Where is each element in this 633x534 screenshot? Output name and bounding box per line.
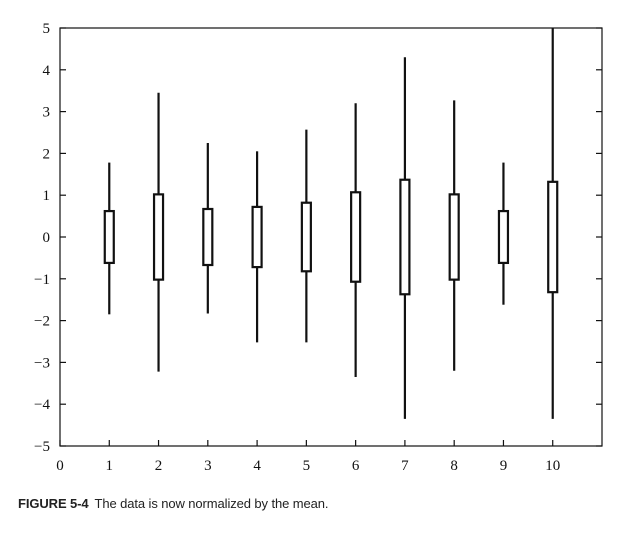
y-tick-label: −3 (34, 355, 50, 371)
y-tick-label: 3 (43, 105, 51, 121)
y-tick-label: −2 (34, 314, 50, 330)
x-tick-label: 6 (352, 458, 360, 474)
x-axis: 0 1 2 3 4 5 6 7 8 9 10 (56, 440, 560, 474)
y-tick-label: −4 (34, 397, 50, 413)
boxplot-chart: −5 −4 −3 −2 −1 0 1 2 3 4 5 0 1 2 3 4 5 6 7 8 9 10 (34, 21, 603, 474)
box-series (103, 28, 559, 419)
x-tick-label: 8 (450, 458, 458, 474)
x-tick-label: 10 (545, 458, 560, 474)
x-tick-label: 0 (56, 458, 64, 474)
y-tick-label: 0 (43, 230, 51, 246)
caption-text: The data is now normalized by the mean. (94, 496, 329, 511)
plot-frame (59, 27, 603, 447)
y-tick-label: 2 (43, 146, 51, 162)
box (350, 191, 362, 283)
y-axis: −5 −4 −3 −2 −1 0 1 2 3 4 5 (34, 21, 602, 455)
x-tick-label: 2 (155, 458, 163, 474)
box (103, 209, 115, 265)
box (497, 209, 510, 265)
y-tick-label: 5 (43, 21, 51, 37)
box (300, 201, 312, 273)
box (251, 205, 263, 269)
x-tick-label: 5 (303, 458, 311, 474)
y-tick-label: −5 (34, 439, 50, 455)
y-tick-label: −1 (34, 272, 50, 288)
box (399, 178, 411, 296)
box (152, 193, 165, 281)
y-tick-label: 1 (43, 188, 51, 204)
figure-caption: FIGURE 5-4 The data is now normalized by … (18, 496, 328, 511)
x-tick-label: 1 (106, 458, 114, 474)
x-tick-label: 3 (204, 458, 212, 474)
figure-label: FIGURE 5-4 (18, 496, 89, 511)
box (547, 180, 559, 294)
box (202, 207, 214, 267)
box (448, 193, 460, 281)
x-tick-label: 7 (401, 458, 409, 474)
y-tick-label: 4 (43, 63, 51, 79)
x-tick-label: 9 (500, 458, 508, 474)
x-tick-label: 4 (253, 458, 261, 474)
